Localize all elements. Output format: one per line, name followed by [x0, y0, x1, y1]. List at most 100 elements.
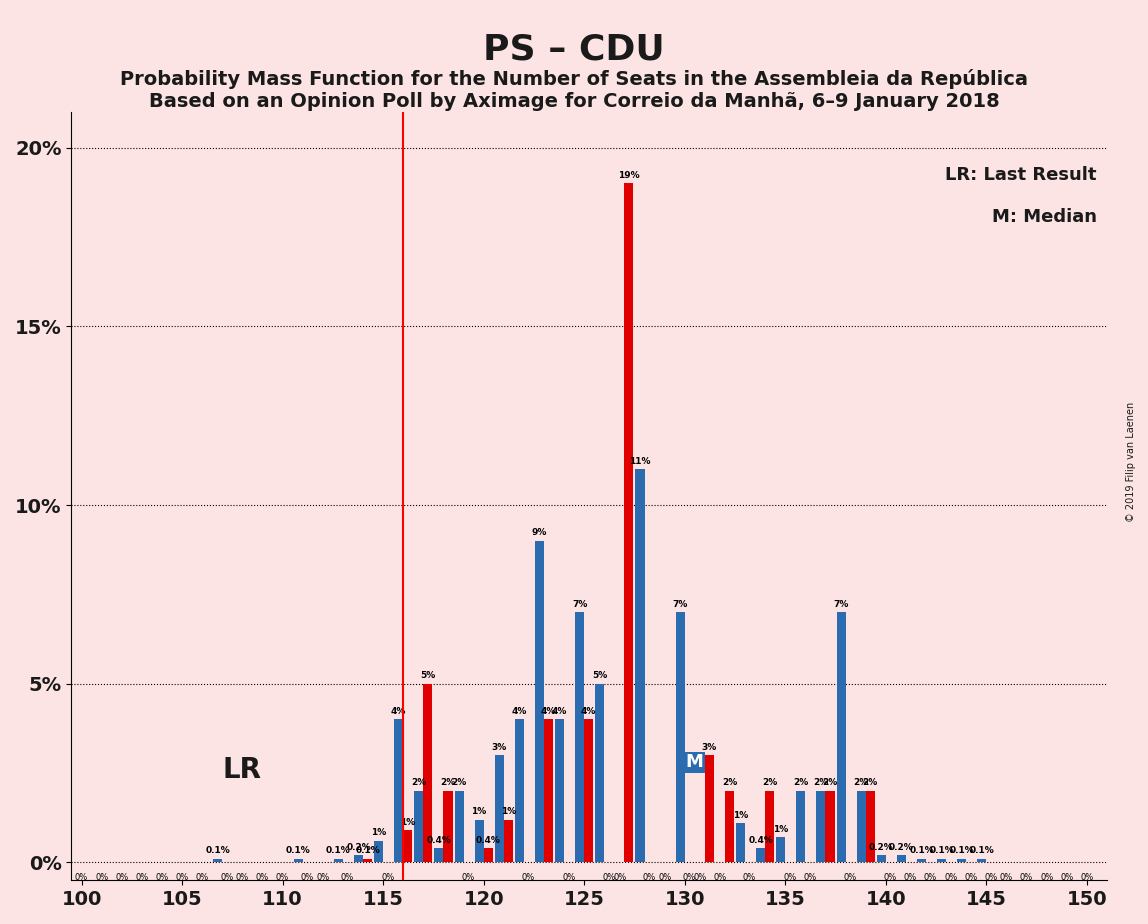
Text: 0%: 0% — [135, 873, 148, 882]
Text: 3%: 3% — [701, 743, 718, 751]
Text: 2%: 2% — [813, 778, 829, 787]
Bar — [596, 684, 604, 862]
Text: 0.2%: 0.2% — [889, 843, 914, 852]
Text: Based on an Opinion Poll by Aximage for Correio da Manhã, 6–9 January 2018: Based on an Opinion Poll by Aximage for … — [148, 92, 1000, 112]
Text: 4%: 4% — [552, 707, 567, 716]
Bar — [937, 858, 946, 862]
Text: 0%: 0% — [804, 873, 816, 882]
Text: 0.1%: 0.1% — [929, 846, 954, 856]
Text: 0%: 0% — [884, 873, 897, 882]
Text: 0.1%: 0.1% — [909, 846, 933, 856]
Text: 2%: 2% — [722, 778, 737, 787]
Text: 0%: 0% — [964, 873, 977, 882]
Text: 0%: 0% — [276, 873, 289, 882]
Bar — [584, 720, 594, 862]
Bar — [726, 791, 734, 862]
Text: 0%: 0% — [944, 873, 957, 882]
Bar — [757, 848, 766, 862]
Text: 0%: 0% — [603, 873, 615, 882]
Text: 1%: 1% — [371, 829, 386, 837]
Bar — [414, 791, 424, 862]
Text: 2%: 2% — [441, 778, 456, 787]
Text: 11%: 11% — [629, 456, 651, 466]
Text: 0.4%: 0.4% — [748, 835, 773, 845]
Text: 2%: 2% — [451, 778, 467, 787]
Text: 0%: 0% — [235, 873, 249, 882]
Bar — [736, 823, 745, 862]
Text: 0%: 0% — [714, 873, 727, 882]
Text: 0%: 0% — [743, 873, 757, 882]
Bar — [957, 858, 967, 862]
Text: 2%: 2% — [822, 778, 838, 787]
Text: 0%: 0% — [1060, 873, 1073, 882]
Text: 1%: 1% — [773, 825, 789, 833]
Bar — [816, 791, 825, 862]
Text: 0%: 0% — [75, 873, 88, 882]
Text: 9%: 9% — [532, 529, 548, 537]
Text: 19%: 19% — [618, 171, 639, 180]
Bar — [837, 613, 846, 862]
Bar — [443, 791, 452, 862]
Text: 0%: 0% — [924, 873, 937, 882]
Bar — [403, 831, 412, 862]
Text: 4%: 4% — [541, 707, 557, 716]
Text: 0%: 0% — [176, 873, 188, 882]
Text: 1%: 1% — [472, 807, 487, 816]
Bar — [374, 841, 383, 862]
Text: 0%: 0% — [613, 873, 627, 882]
Bar — [535, 541, 544, 862]
Bar — [394, 720, 403, 862]
Text: 0%: 0% — [1040, 873, 1054, 882]
Text: 0.1%: 0.1% — [969, 846, 994, 856]
Text: 3%: 3% — [491, 743, 507, 751]
Text: 2%: 2% — [762, 778, 777, 787]
Text: 0.2%: 0.2% — [347, 843, 371, 852]
Bar — [363, 858, 372, 862]
Text: 0%: 0% — [1019, 873, 1033, 882]
Text: 7%: 7% — [833, 600, 848, 609]
Bar — [455, 791, 464, 862]
Bar — [776, 837, 785, 862]
Bar — [214, 858, 223, 862]
Bar — [856, 791, 866, 862]
Text: 5%: 5% — [420, 671, 435, 680]
Text: 0%: 0% — [220, 873, 233, 882]
Text: 1%: 1% — [401, 818, 416, 827]
Text: 0%: 0% — [1000, 873, 1013, 882]
Text: 0%: 0% — [658, 873, 672, 882]
Text: 2%: 2% — [854, 778, 869, 787]
Bar — [294, 858, 303, 862]
Text: 0%: 0% — [381, 873, 394, 882]
Bar — [917, 858, 926, 862]
Text: 5%: 5% — [592, 671, 607, 680]
Bar — [474, 820, 483, 862]
Text: 0%: 0% — [95, 873, 108, 882]
Text: Probability Mass Function for the Number of Seats in the Assembleia da República: Probability Mass Function for the Number… — [121, 69, 1027, 90]
Text: 0.1%: 0.1% — [326, 846, 351, 856]
Text: 0%: 0% — [341, 873, 354, 882]
Text: 0%: 0% — [155, 873, 169, 882]
Text: 0%: 0% — [316, 873, 329, 882]
Bar — [866, 791, 875, 862]
Text: PS – CDU: PS – CDU — [483, 32, 665, 67]
Bar — [504, 820, 513, 862]
Text: 4%: 4% — [581, 707, 597, 716]
Text: 2%: 2% — [793, 778, 808, 787]
Text: M: Median: M: Median — [992, 209, 1097, 226]
Text: 0%: 0% — [783, 873, 797, 882]
Bar — [434, 848, 443, 862]
Text: 0%: 0% — [643, 873, 656, 882]
Bar — [897, 856, 906, 862]
Text: 0%: 0% — [563, 873, 575, 882]
Bar — [354, 856, 363, 862]
Text: 0.1%: 0.1% — [205, 846, 230, 856]
Bar — [705, 755, 714, 862]
Text: 0%: 0% — [195, 873, 209, 882]
Bar — [676, 613, 684, 862]
Text: LR: Last Result: LR: Last Result — [946, 165, 1097, 184]
Text: 0.4%: 0.4% — [475, 835, 501, 845]
Text: 0%: 0% — [115, 873, 129, 882]
Bar — [554, 720, 564, 862]
Bar — [334, 858, 343, 862]
Text: 0%: 0% — [522, 873, 535, 882]
